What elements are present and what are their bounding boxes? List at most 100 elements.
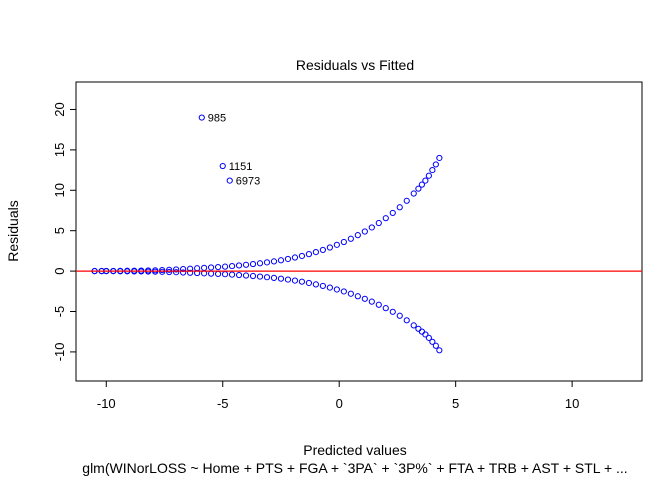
y-axis: -10 -5 0 5 10 15 20	[52, 102, 77, 362]
residual-point	[333, 286, 340, 293]
labeled-point	[219, 162, 226, 170]
x-tick-label: -5	[217, 396, 229, 411]
residual-point	[305, 279, 313, 287]
residual-point	[368, 224, 375, 231]
residual-point	[187, 269, 194, 276]
residual-point	[298, 278, 306, 285]
residual-point	[270, 258, 278, 265]
residual-point	[410, 190, 417, 197]
residual-point	[375, 301, 382, 308]
y-tick-label: 5	[52, 227, 67, 234]
residual-point	[263, 259, 271, 266]
x-tick-label: -10	[97, 396, 116, 411]
residual-point	[375, 219, 382, 227]
residual-point	[207, 264, 215, 271]
residual-point	[249, 260, 257, 268]
point-label: 985	[208, 113, 226, 125]
residual-point	[159, 266, 166, 274]
residual-point	[418, 328, 425, 335]
residual-point	[403, 197, 410, 204]
residual-point	[319, 246, 326, 254]
residual-point	[432, 161, 439, 168]
residual-point	[354, 232, 361, 239]
residual-point	[382, 305, 389, 312]
residual-point	[389, 308, 396, 315]
residual-point	[429, 166, 436, 174]
residual-point	[429, 338, 436, 345]
residual-point	[340, 238, 347, 246]
residual-point	[221, 263, 229, 270]
residual-point	[207, 270, 215, 277]
x-tick-label: 5	[452, 396, 459, 411]
residual-point	[228, 262, 236, 270]
residual-point	[354, 293, 361, 300]
residual-point	[249, 272, 257, 280]
residual-point	[173, 269, 180, 276]
model-formula: glm(WINorLOSS ~ Home + PTS + FGA + `3PA`…	[82, 460, 627, 476]
residual-point	[396, 204, 403, 211]
residual-point	[284, 276, 292, 283]
residual-point	[403, 317, 410, 324]
residual-point	[214, 263, 222, 271]
residual-point	[270, 274, 278, 281]
point-label: 1151	[229, 161, 253, 173]
residual-point	[305, 251, 313, 258]
residual-point	[235, 262, 243, 269]
y-tick-label: -5	[52, 306, 67, 318]
residual-point	[436, 154, 443, 162]
residual-point	[263, 274, 271, 281]
residual-point	[166, 266, 173, 273]
residual-point	[361, 228, 368, 235]
y-tick-label: 10	[52, 183, 67, 197]
residual-point	[284, 255, 292, 263]
residual-point	[319, 282, 326, 290]
residual-point	[159, 268, 166, 275]
residual-point	[347, 235, 354, 242]
residual-point	[291, 277, 299, 284]
residual-point	[361, 295, 368, 302]
residual-point	[277, 257, 285, 264]
labeled-point	[226, 177, 233, 184]
x-tick-label: 10	[565, 396, 579, 411]
point-labels: 985 1151 6973	[198, 113, 260, 188]
residual-point	[432, 342, 439, 349]
residual-point	[425, 334, 432, 341]
residual-point	[221, 271, 229, 278]
residual-point	[166, 268, 173, 276]
residual-point	[194, 269, 201, 277]
residual-point	[298, 252, 306, 260]
residual-point	[422, 177, 429, 184]
residual-point	[312, 281, 320, 288]
residual-point	[312, 249, 320, 256]
residual-point	[180, 269, 187, 276]
residual-point	[235, 271, 243, 279]
plot-frame	[75, 81, 643, 382]
residual-point	[326, 284, 333, 291]
y-tick-label: 0	[52, 267, 67, 274]
residual-point	[214, 270, 222, 278]
residual-point	[242, 261, 250, 268]
residual-point	[173, 266, 180, 273]
x-axis: -10 -5 0 5 10	[97, 380, 579, 411]
point-label: 6973	[236, 176, 260, 188]
residual-point	[415, 185, 422, 192]
residual-point	[347, 290, 354, 297]
y-tick-label: -10	[52, 343, 67, 362]
residual-point	[201, 264, 208, 271]
residual-point	[291, 254, 299, 261]
residual-point	[415, 325, 422, 332]
residual-point	[418, 181, 425, 188]
residual-point	[436, 347, 443, 354]
residual-point	[422, 331, 429, 338]
y-tick-label: 20	[52, 102, 67, 116]
residual-point	[425, 172, 432, 179]
residual-point	[256, 273, 264, 280]
residual-point	[333, 241, 340, 248]
residual-point	[396, 312, 403, 319]
residual-point	[326, 244, 333, 251]
residual-point	[242, 272, 250, 279]
labeled-point	[198, 114, 205, 121]
x-axis-label: Predicted values	[303, 442, 407, 458]
residual-point	[389, 209, 396, 217]
